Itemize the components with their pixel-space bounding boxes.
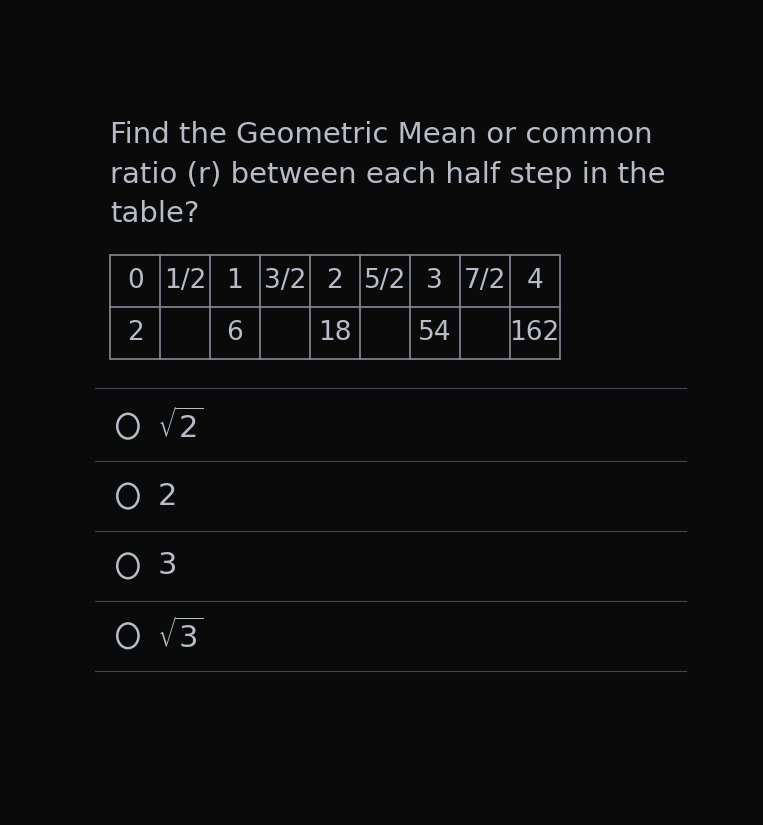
Text: 1/2: 1/2 xyxy=(164,268,206,294)
Text: 3: 3 xyxy=(427,268,443,294)
Text: 2: 2 xyxy=(157,482,177,511)
Text: table?: table? xyxy=(110,200,200,228)
Bar xyxy=(110,255,559,360)
Text: 3: 3 xyxy=(157,551,177,581)
Text: 6: 6 xyxy=(227,320,243,346)
Text: 7/2: 7/2 xyxy=(463,268,506,294)
Text: 4: 4 xyxy=(526,268,543,294)
Text: 2: 2 xyxy=(127,320,143,346)
Text: ratio (r) between each half step in the: ratio (r) between each half step in the xyxy=(110,161,665,189)
Text: 2: 2 xyxy=(327,268,343,294)
Text: 0: 0 xyxy=(127,268,143,294)
Text: 162: 162 xyxy=(510,320,560,346)
Text: Find the Geometric Mean or common: Find the Geometric Mean or common xyxy=(110,121,653,149)
Text: $\sqrt{2}$: $\sqrt{2}$ xyxy=(157,408,204,444)
Text: 54: 54 xyxy=(418,320,452,346)
Text: 3/2: 3/2 xyxy=(264,268,306,294)
Text: 5/2: 5/2 xyxy=(364,268,406,294)
Text: $\sqrt{3}$: $\sqrt{3}$ xyxy=(157,618,204,653)
Text: 18: 18 xyxy=(318,320,352,346)
Text: 1: 1 xyxy=(227,268,243,294)
